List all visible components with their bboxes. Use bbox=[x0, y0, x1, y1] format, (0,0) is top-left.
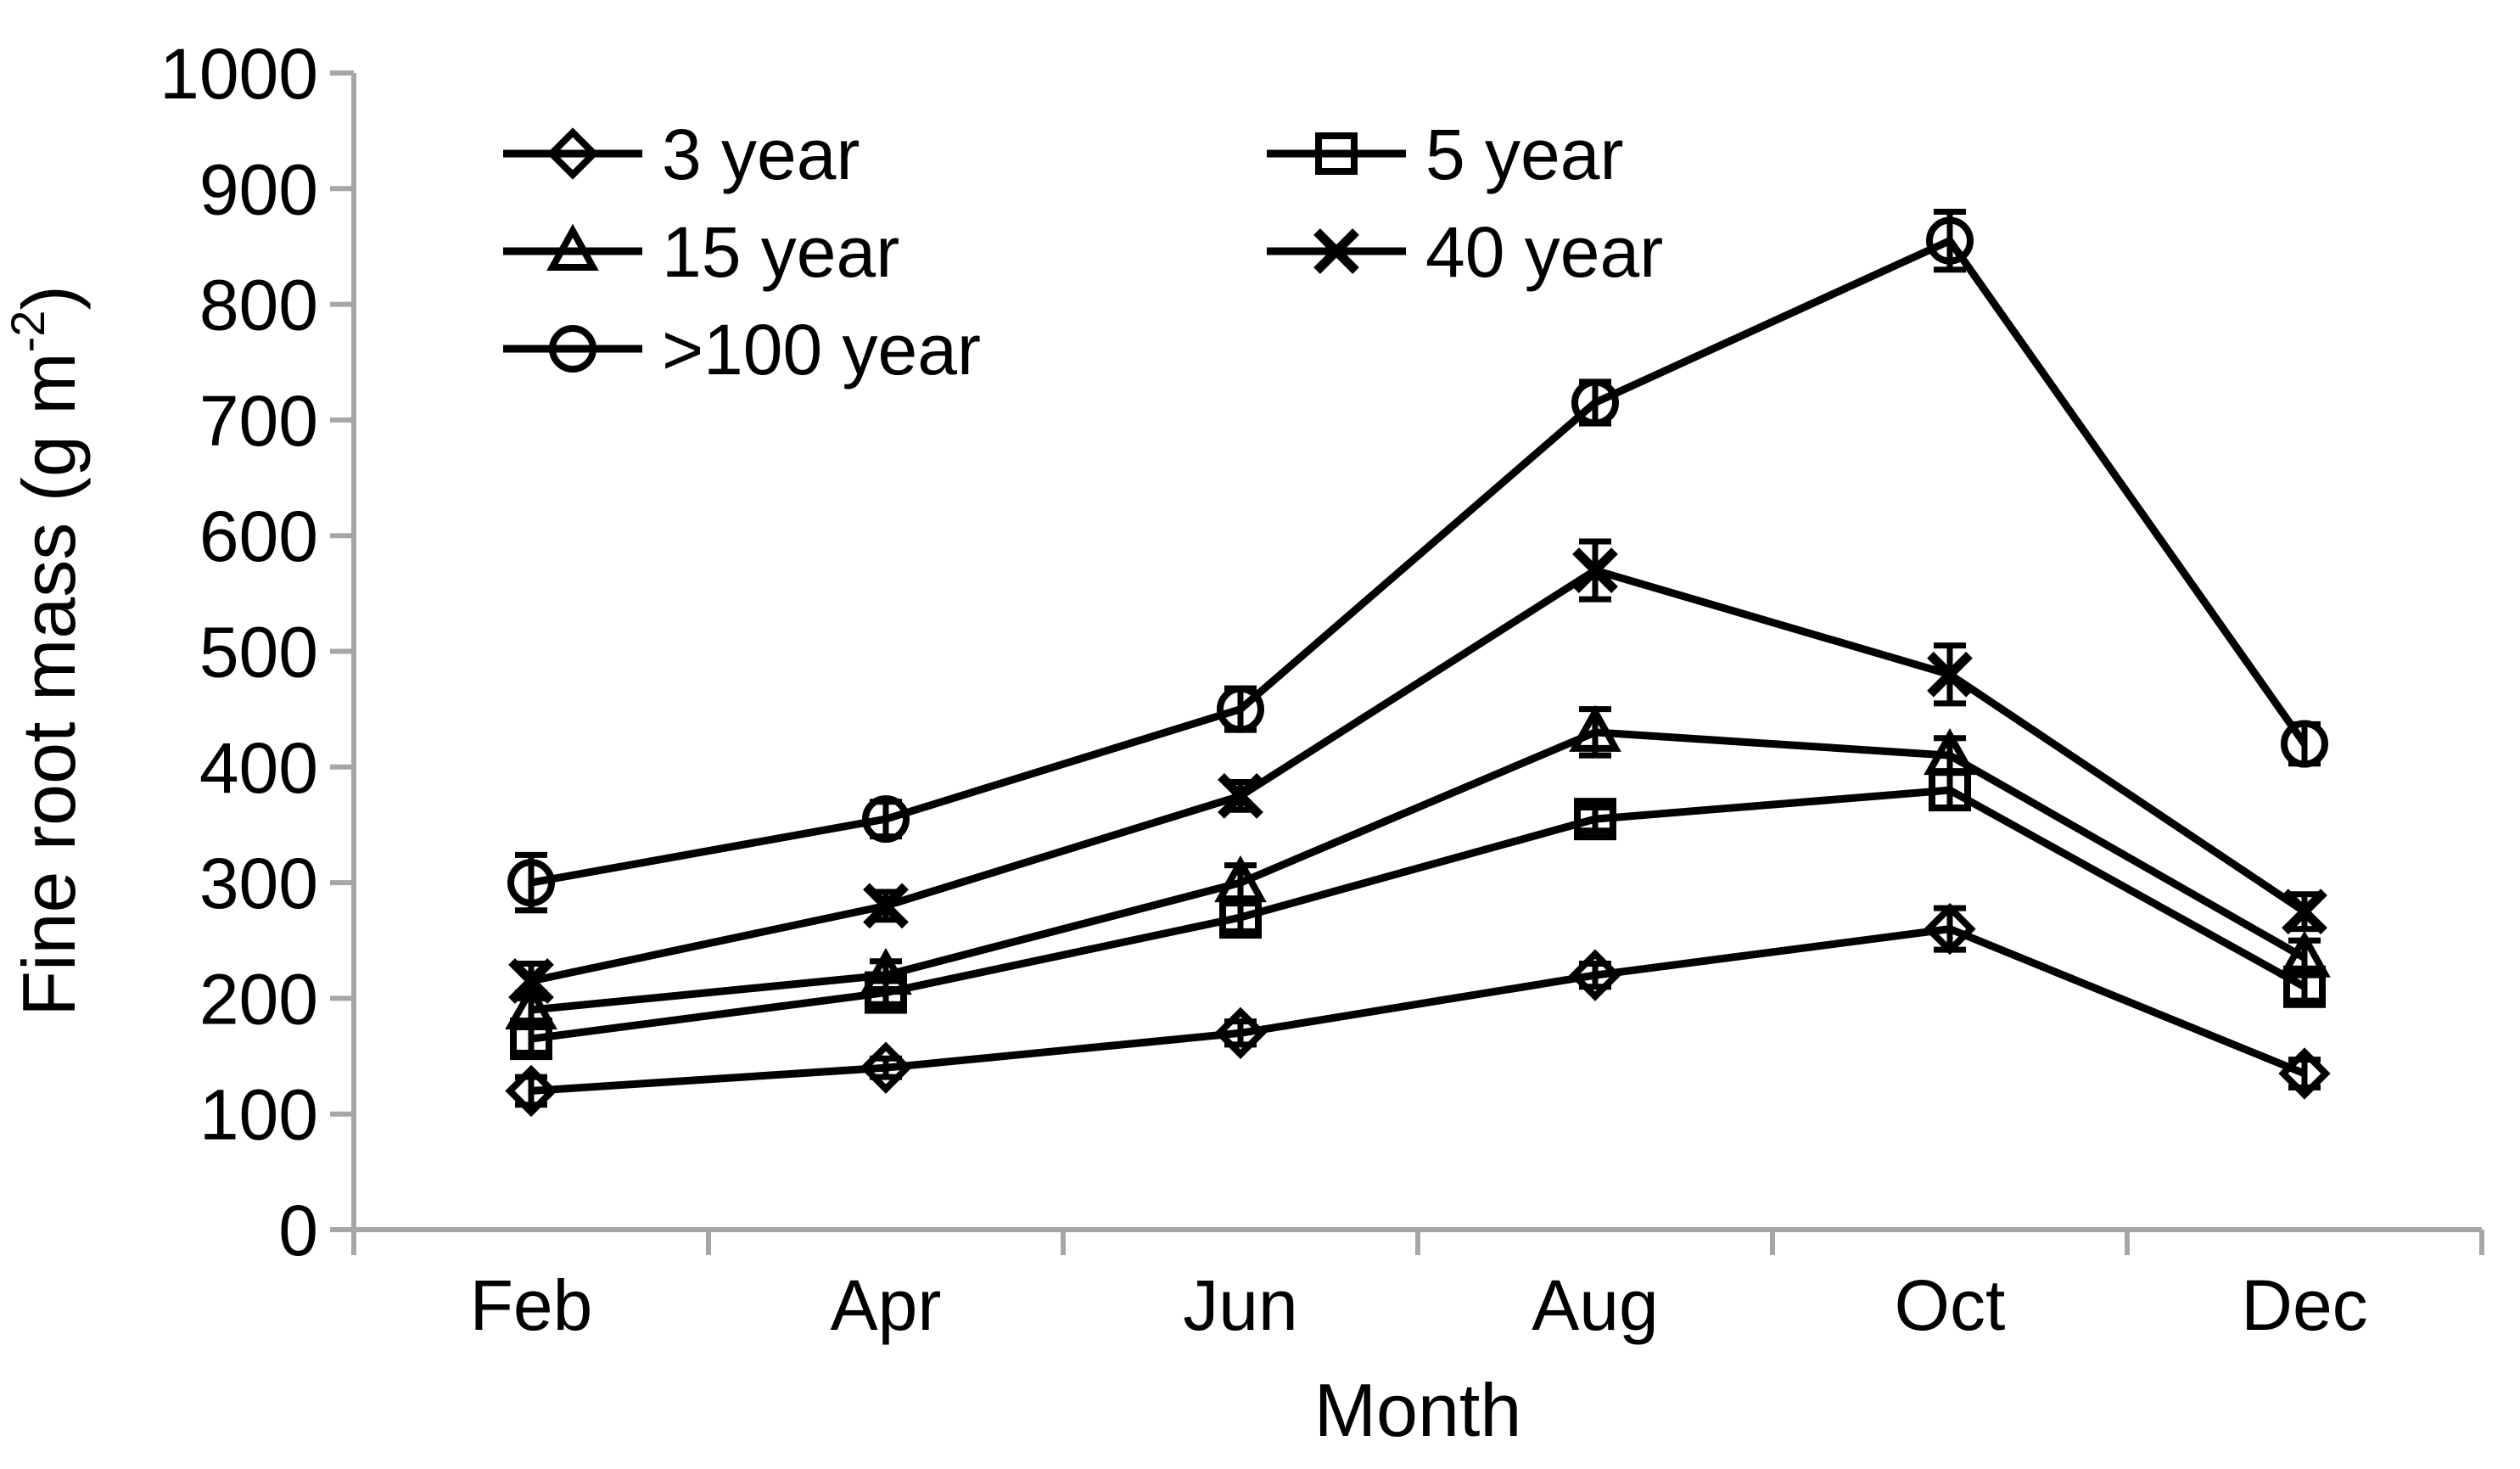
marker-diamond bbox=[2278, 1047, 2331, 1100]
series-100-year bbox=[507, 209, 2328, 914]
legend-item-100-year: >100 year bbox=[503, 310, 981, 390]
series-line bbox=[530, 728, 2307, 1014]
y-tick-label: 400 bbox=[199, 728, 318, 808]
legend-item-5-year: 5 year bbox=[1267, 115, 1623, 194]
marker-diamond bbox=[1569, 949, 1621, 1001]
marker-x bbox=[508, 958, 554, 1004]
y-tick-label: 0 bbox=[278, 1191, 318, 1270]
series-line bbox=[530, 566, 2307, 985]
x-tick-label: Apr bbox=[831, 1265, 942, 1345]
series-line bbox=[530, 925, 2306, 1095]
marker-triangle bbox=[1569, 704, 1621, 752]
marker-circle bbox=[507, 859, 555, 907]
marker-triangle bbox=[860, 947, 912, 995]
series-layer bbox=[505, 209, 2331, 1118]
y-tick-label: 100 bbox=[199, 1075, 318, 1155]
marker-x bbox=[863, 883, 909, 929]
marker-diamond bbox=[1214, 1006, 1267, 1059]
y-tick-label: 600 bbox=[199, 496, 318, 576]
y-tick-label: 300 bbox=[199, 844, 318, 923]
x-tick-label: Jun bbox=[1183, 1265, 1297, 1345]
legend-item-40-year: 40 year bbox=[1267, 212, 1663, 292]
marker-square bbox=[1574, 798, 1616, 841]
legend-label: >100 year bbox=[662, 310, 981, 390]
legend-item-15-year: 15 year bbox=[503, 212, 899, 292]
marker-circle bbox=[1217, 685, 1264, 733]
x-tick-label: Aug bbox=[1532, 1265, 1658, 1345]
marker-circle bbox=[1571, 378, 1619, 427]
legend-label: 5 year bbox=[1425, 115, 1623, 194]
series-3-year bbox=[505, 902, 2331, 1118]
y-axis-title-suffix: ) bbox=[7, 285, 91, 310]
marker-diamond bbox=[860, 1041, 912, 1094]
x-tick-label: Oct bbox=[1895, 1265, 2006, 1345]
marker-x bbox=[1313, 228, 1359, 274]
y-axis-title-superscript: -2 bbox=[1, 311, 54, 353]
series-40-year bbox=[508, 538, 2327, 1004]
x-axis-title: Month bbox=[1314, 1368, 1522, 1452]
marker-diamond bbox=[1924, 902, 1976, 956]
y-tick-label: 800 bbox=[199, 266, 318, 345]
x-tick-label: Dec bbox=[2241, 1265, 2367, 1345]
marker-triangle bbox=[1924, 727, 1976, 776]
marker-circle bbox=[1926, 216, 1974, 265]
marker-x bbox=[1218, 772, 1263, 819]
y-axis-title-main: Fine root mass (g m bbox=[7, 352, 91, 1016]
marker-circle bbox=[862, 795, 910, 844]
marker-triangle bbox=[2278, 930, 2331, 978]
series-line bbox=[530, 235, 2308, 887]
legend-label: 40 year bbox=[1425, 212, 1663, 292]
axes-layer: 0 100 200 300 400 500 600 700 800 900 1000 Feb Apr Ju… bbox=[160, 34, 2484, 1345]
marker-diamond bbox=[505, 1064, 557, 1118]
y-axis-title: Fine root mass (g m-2) bbox=[1, 285, 91, 1017]
series-line bbox=[530, 786, 2307, 1043]
marker-x bbox=[1927, 651, 1973, 698]
legend-label: 15 year bbox=[662, 212, 899, 292]
legend-item-3-year: 3 year bbox=[503, 115, 860, 194]
y-tick-label: 700 bbox=[199, 381, 318, 461]
marker-triangle bbox=[505, 982, 557, 1030]
legend-layer: 3 year 5 year 15 year 40 year >100 year bbox=[503, 115, 1663, 390]
marker-x bbox=[2282, 889, 2327, 935]
marker-circle bbox=[549, 325, 596, 373]
marker-square bbox=[1315, 132, 1358, 175]
marker-triangle bbox=[546, 223, 599, 271]
y-tick-label: 200 bbox=[199, 959, 318, 1039]
y-tick-label: 900 bbox=[199, 149, 318, 229]
marker-circle bbox=[2281, 720, 2328, 768]
x-tick-label: Feb bbox=[470, 1265, 593, 1345]
marker-triangle bbox=[1214, 855, 1267, 903]
marker-x bbox=[1572, 547, 1618, 593]
y-tick-label: 500 bbox=[199, 613, 318, 692]
marker-diamond bbox=[546, 127, 599, 180]
legend-label: 3 year bbox=[662, 115, 860, 194]
y-tick-label: 1000 bbox=[160, 34, 318, 114]
